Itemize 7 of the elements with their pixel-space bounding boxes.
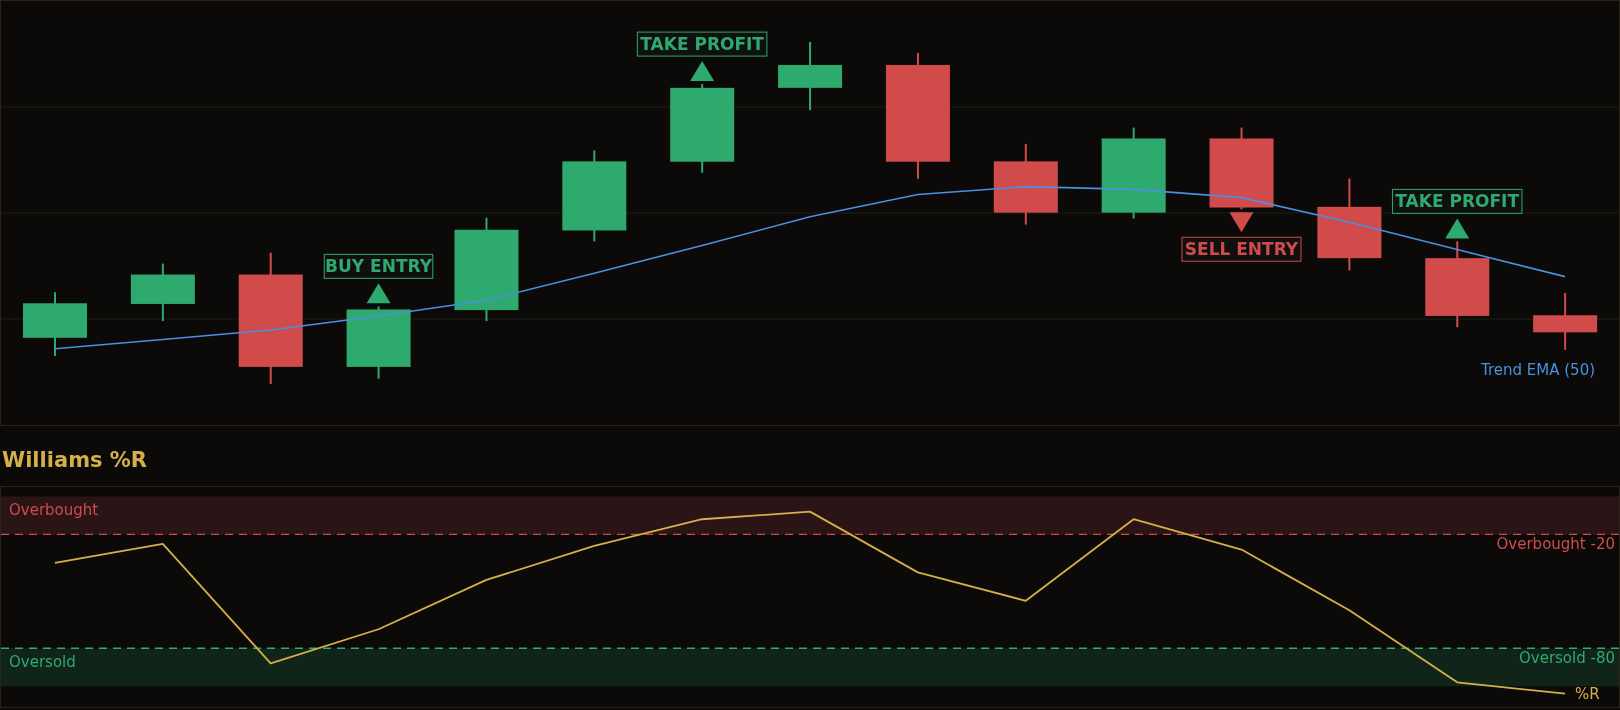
- band-label: Overbought: [9, 501, 99, 520]
- text: Trend EMA (50): [1480, 360, 1596, 379]
- band-label: Oversold: [9, 652, 76, 671]
- series-label: %R: [1575, 684, 1600, 703]
- chart-title: Williams %R: [1, 447, 149, 474]
- ref-line-label: Oversold -80: [1518, 648, 1615, 667]
- ref-line-label: Overbought -20: [1496, 535, 1615, 554]
